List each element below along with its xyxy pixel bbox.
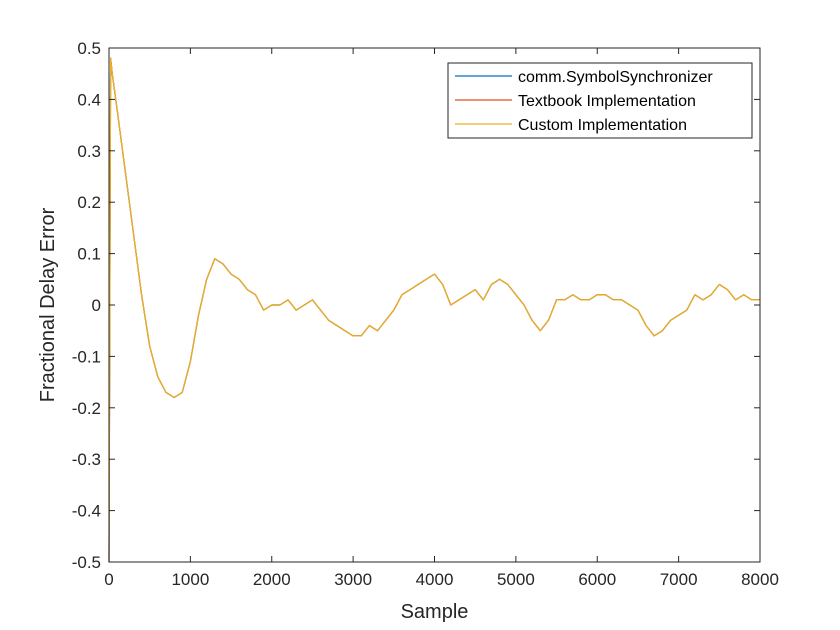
legend: comm.SymbolSynchronizer Textbook Implemen… bbox=[447, 62, 753, 139]
y-tick-label: 0.5 bbox=[77, 39, 101, 58]
y-tick-label: -0.1 bbox=[72, 347, 101, 366]
legend-label-1: comm.SymbolSynchronizer bbox=[518, 69, 713, 86]
x-tick-label: 1000 bbox=[171, 570, 209, 589]
legend-label-2: Textbook Implementation bbox=[518, 93, 696, 110]
x-tick-label: 4000 bbox=[416, 570, 454, 589]
y-tick-label: 0.1 bbox=[77, 245, 101, 264]
y-tick-label: -0.5 bbox=[72, 553, 101, 572]
y-tick-label: 0.3 bbox=[77, 142, 101, 161]
x-ticks: 0 1000 2000 3000 4000 5000 6000 7000 8000 bbox=[104, 48, 779, 589]
x-tick-label: 7000 bbox=[660, 570, 698, 589]
y-tick-label: 0.2 bbox=[77, 193, 101, 212]
x-tick-label: 5000 bbox=[497, 570, 535, 589]
y-tick-label: -0.3 bbox=[72, 450, 101, 469]
legend-items: comm.SymbolSynchronizer Textbook Implemen… bbox=[455, 69, 713, 134]
x-tick-label: 0 bbox=[104, 570, 113, 589]
y-ticks: -0.5 -0.4 -0.3 -0.2 -0.1 0 0.1 0.2 0.3 0.4 0.5 bbox=[72, 39, 760, 572]
y-tick-label: -0.4 bbox=[72, 502, 101, 521]
legend-label-3: Custom Implementation bbox=[518, 117, 687, 134]
y-tick-label: 0 bbox=[92, 296, 101, 315]
y-axis-label: Fractional Delay Error bbox=[37, 207, 59, 402]
x-tick-label: 2000 bbox=[253, 570, 291, 589]
x-tick-label: 6000 bbox=[578, 570, 616, 589]
series-line-3 bbox=[108, 57, 760, 563]
series-layer bbox=[108, 57, 760, 563]
x-tick-label: 3000 bbox=[334, 570, 372, 589]
x-axis-label: Sample bbox=[401, 601, 469, 623]
y-tick-label: 0.4 bbox=[77, 90, 101, 109]
x-tick-label: 8000 bbox=[741, 570, 779, 589]
y-tick-label: -0.2 bbox=[72, 399, 101, 418]
